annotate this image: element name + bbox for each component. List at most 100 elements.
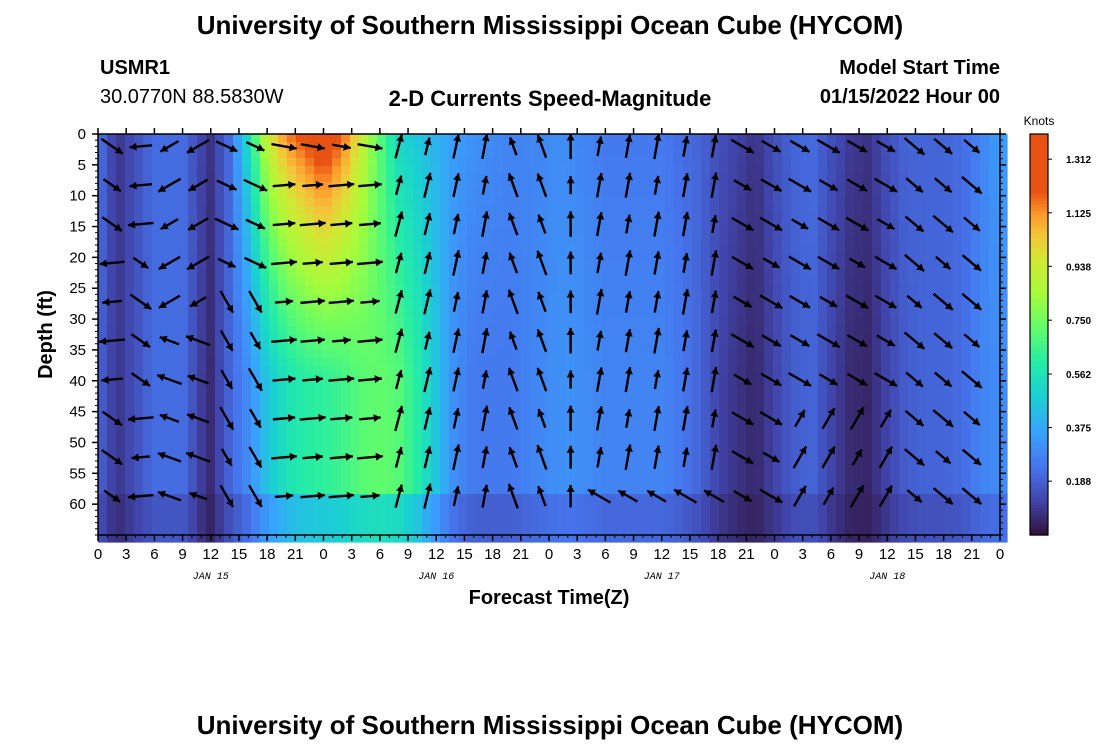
vector-arrow — [653, 290, 662, 313]
vector-arrow — [187, 217, 209, 231]
vector-arrow — [759, 294, 784, 310]
vector-arrow — [624, 250, 633, 276]
vector-arrow — [272, 219, 296, 228]
vector-arrow — [271, 336, 297, 345]
vector-arrow — [158, 255, 181, 271]
vector-arrow — [624, 214, 633, 234]
x-tick-label: 3 — [348, 546, 356, 563]
vector-arrow — [536, 173, 548, 198]
vector-arrow — [157, 490, 182, 502]
vector-arrow — [215, 140, 238, 153]
colorbar-tick-label: 1.125 — [1066, 209, 1091, 220]
vector-arrow — [710, 134, 719, 158]
vector-arrow — [271, 452, 297, 461]
vector-arrow — [302, 258, 323, 267]
vector-arrow — [508, 137, 518, 156]
vector-arrow — [423, 251, 433, 275]
vector-arrow — [249, 408, 262, 429]
vector-arrow — [508, 331, 518, 351]
x-tick-label: 12 — [653, 546, 670, 563]
vector-arrow — [248, 290, 263, 314]
vector-arrow — [247, 367, 263, 392]
vector-arrow — [681, 173, 691, 198]
vector-arrow — [821, 445, 836, 469]
vector-arrow — [653, 251, 662, 275]
vector-arrow — [299, 219, 326, 228]
vector-arrow — [903, 331, 926, 350]
vector-arrow — [789, 294, 811, 309]
vector-arrow — [788, 177, 812, 193]
vector-arrow — [731, 255, 754, 271]
vector-arrow — [272, 414, 296, 423]
vector-arrow — [189, 296, 207, 308]
vector-arrow — [481, 484, 490, 508]
vector-arrow — [932, 292, 954, 311]
vector-arrow — [566, 484, 575, 508]
vector-arrow — [131, 453, 151, 462]
vector-arrow — [159, 413, 180, 424]
vector-arrow — [129, 181, 153, 190]
y-tick-label: 50 — [69, 434, 86, 451]
vector-arrow — [816, 138, 841, 154]
vector-arrow — [101, 216, 123, 232]
vector-arrow — [876, 140, 896, 153]
x-axis-label: Forecast Time(Z) — [469, 587, 630, 609]
vector-arrow — [359, 414, 381, 423]
y-tick-label: 55 — [69, 465, 86, 482]
vector-arrow — [624, 444, 633, 471]
vector-arrow — [452, 328, 461, 353]
vector-arrow — [710, 172, 719, 199]
colorbar-tick-label: 0.562 — [1066, 370, 1091, 381]
vector-arrow — [789, 139, 810, 153]
vector-arrow — [423, 331, 432, 350]
colorbar-frame — [1029, 133, 1049, 536]
vector-arrow — [243, 256, 267, 270]
vector-arrow — [481, 405, 490, 432]
vector-arrow — [932, 214, 954, 234]
vector-arrow — [394, 484, 404, 508]
vector-arrow — [963, 216, 981, 232]
vector-arrow — [130, 333, 151, 349]
vector-arrow — [879, 409, 892, 428]
x-tick-label: 0 — [545, 546, 553, 563]
vector-arrow — [595, 172, 605, 198]
vector-arrow — [587, 488, 612, 504]
vector-arrow — [730, 333, 755, 349]
vector-arrow — [595, 252, 604, 274]
vector-arrow — [219, 290, 235, 314]
vector-arrow — [423, 289, 433, 315]
vector-arrow — [566, 370, 575, 389]
vector-arrow — [624, 134, 633, 159]
vector-arrow — [185, 334, 211, 347]
chart-subtitle: 2-D Currents Speed-Magnitude — [388, 86, 712, 111]
vector-arrow — [566, 405, 575, 432]
vector-arrow — [101, 410, 123, 427]
vector-arrow — [595, 330, 604, 351]
vector-arrow — [934, 371, 953, 388]
vector-arrow — [595, 406, 605, 431]
vector-arrow — [566, 290, 575, 314]
vector-arrow — [481, 133, 490, 159]
vector-arrow — [681, 135, 690, 157]
y-tick-label: 30 — [69, 311, 86, 328]
vector-arrow — [423, 172, 433, 198]
y-tick-label: 0 — [78, 126, 86, 143]
station-id: USMR1 — [100, 57, 171, 79]
vector-arrow — [933, 177, 953, 194]
x-tick-label: 9 — [629, 546, 637, 563]
y-tick-label: 5 — [78, 157, 86, 174]
x-tick-label: 15 — [682, 546, 699, 563]
vector-arrow — [821, 407, 836, 430]
vector-arrow — [876, 334, 896, 347]
vector-arrow — [272, 375, 296, 384]
vector-arrow — [617, 489, 639, 503]
vector-arrow — [423, 446, 433, 469]
vector-arrow — [731, 450, 754, 465]
heatmap-field — [98, 134, 1008, 543]
vector-arrow — [536, 134, 548, 159]
vector-arrow — [102, 298, 123, 307]
y-tick-label: 10 — [69, 188, 86, 205]
vector-arrow — [624, 366, 633, 393]
vector-arrow — [962, 410, 981, 427]
vector-arrow — [271, 258, 297, 267]
